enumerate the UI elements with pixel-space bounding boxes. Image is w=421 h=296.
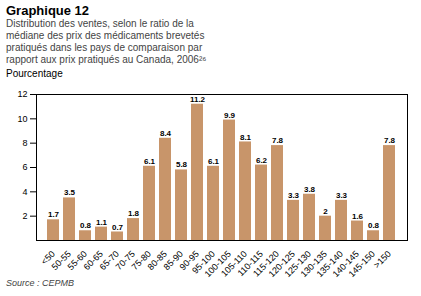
svg-text:80-85: 80-85 [145,248,169,273]
svg-text:55-60: 55-60 [65,248,89,273]
svg-text:8.1: 8.1 [240,133,252,142]
svg-text:90-95: 90-95 [177,248,201,273]
svg-text:10: 10 [17,114,27,124]
svg-text:6.2: 6.2 [256,156,268,165]
svg-text:8.4: 8.4 [160,129,172,138]
svg-text:0.7: 0.7 [112,223,124,232]
html-text:Distribution des ventes, selon: Distribution des ventes, selon le ratio … [6,18,207,65]
svg-text:1.1: 1.1 [96,218,108,227]
svg-text:65-70: 65-70 [97,248,121,273]
svg-text:50-55: 50-55 [49,248,73,273]
svg-text:75-80: 75-80 [129,248,153,273]
svg-text:6.1: 6.1 [208,157,220,166]
svg-text:0.8: 0.8 [80,221,92,230]
svg-text:11.2: 11.2 [190,95,206,104]
svg-text:1.7: 1.7 [48,210,60,219]
svg-text:8: 8 [22,138,27,148]
svg-text:1.8: 1.8 [128,209,140,218]
svg-text:3.8: 3.8 [304,185,316,194]
svg-text:7.8: 7.8 [272,136,284,145]
html-text:Pourcentage: Pourcentage [6,68,63,79]
svg-text:3.3: 3.3 [288,191,300,200]
svg-text:6.1: 6.1 [144,157,156,166]
svg-text:7.8: 7.8 [384,136,396,145]
svg-text:5.8: 5.8 [176,160,188,169]
html-text:Graphique 12: Graphique 12 [6,3,90,18]
svg-text:6: 6 [22,162,27,172]
svg-text:1.6: 1.6 [352,212,364,221]
svg-text:>150: >150 [372,249,393,270]
svg-text:3.3: 3.3 [336,191,348,200]
svg-text:2: 2 [22,211,27,221]
svg-text:85-90: 85-90 [161,248,185,273]
svg-text:4: 4 [22,187,27,197]
svg-text:2: 2 [323,207,328,216]
svg-text:70-75: 70-75 [113,248,137,273]
svg-text:<50: <50 [39,248,57,267]
svg-text:9.9: 9.9 [224,111,236,120]
svg-text:3.5: 3.5 [64,188,76,197]
svg-text:12: 12 [17,89,27,99]
html-text:Source : CEPMB: Source : CEPMB [6,278,74,288]
svg-text:60-65: 60-65 [81,248,105,273]
svg-text:95-100: 95-100 [190,248,217,276]
svg-text:0.8: 0.8 [368,221,380,230]
